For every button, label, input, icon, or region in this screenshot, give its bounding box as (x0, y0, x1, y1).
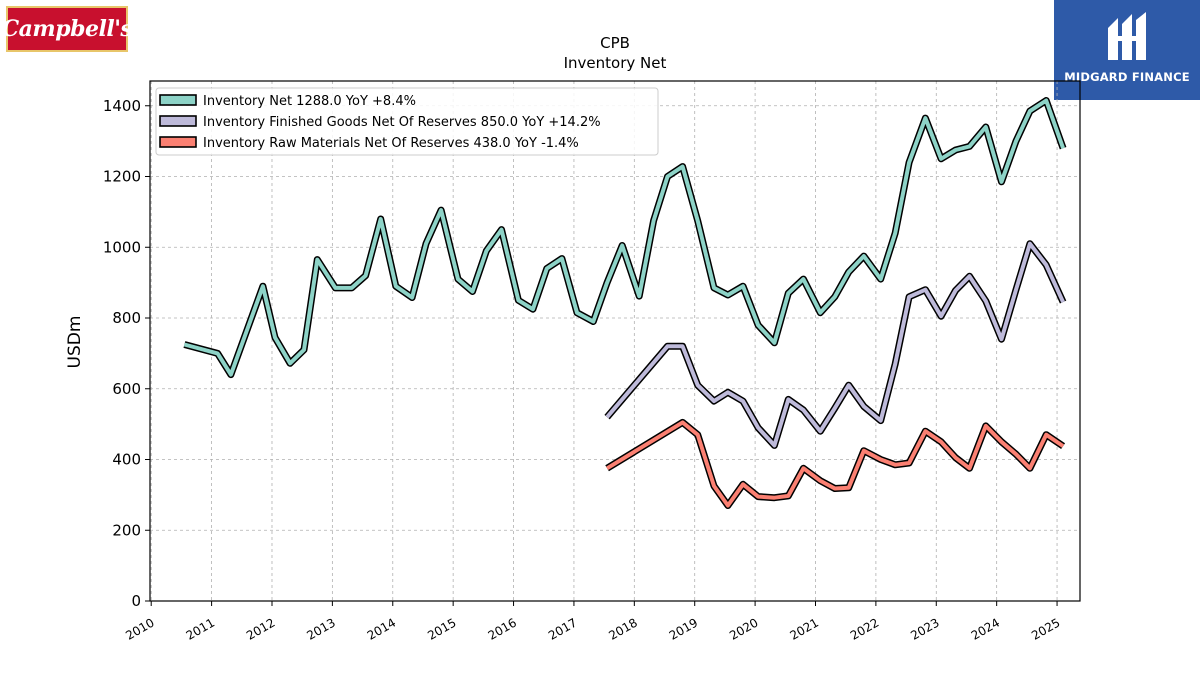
legend: Inventory Net 1288.0 YoY +8.4% Inventory … (155, 87, 659, 156)
legend-box (155, 87, 659, 156)
x-tick-label: 2024 (969, 615, 1002, 642)
axes-group: 0 200 400 600 800 1000 1200 1400 2010 2011 2012 201… (103, 97, 1063, 643)
y-axis-label: USDm (65, 316, 85, 369)
midgard-finance-brand: MIDGARD FINANCE (1064, 70, 1190, 84)
y-tick-label: 1000 (103, 238, 141, 256)
x-tick-label: 2023 (908, 615, 941, 642)
chart-title: CPB (600, 34, 630, 52)
y-tick-label: 0 (131, 592, 141, 610)
x-tick-label: 2022 (848, 615, 881, 642)
x-tick-label: 2020 (727, 615, 760, 642)
x-tick-label: 2014 (365, 615, 398, 642)
campbells-logo: Campbell's (2, 6, 133, 52)
y-tick-label: 400 (112, 451, 141, 469)
y-tick-label: 1200 (103, 168, 141, 186)
series-1 (183, 97, 1067, 379)
x-tick-label: 2021 (788, 615, 821, 642)
series-3 (605, 418, 1066, 509)
x-tick-label: 2025 (1029, 615, 1062, 642)
x-tick-label: 2018 (606, 615, 639, 642)
y-tick-label: 800 (112, 309, 141, 327)
legend-label: Inventory Net 1288.0 YoY +8.4% (203, 94, 416, 109)
legend-swatch (159, 115, 197, 127)
legend-swatch (159, 136, 197, 148)
x-tick-label: 2017 (546, 615, 579, 642)
plot-frame (149, 80, 1081, 602)
x-tick-label: 2011 (184, 615, 217, 642)
y-tick-label: 1400 (103, 97, 141, 115)
series-line (605, 241, 1065, 448)
x-tick-label: 2019 (667, 615, 700, 642)
series-line (606, 420, 1065, 508)
legend-label: Inventory Raw Materials Net Of Reserves … (203, 136, 579, 151)
x-tick-label: 2015 (425, 615, 458, 642)
y-tick-label: 600 (112, 380, 141, 398)
y-tick-label: 200 (112, 521, 141, 539)
series-2 (604, 240, 1067, 449)
legend-swatch (159, 94, 197, 106)
x-tick-label: 2016 (486, 615, 519, 642)
legend-label: Inventory Finished Goods Net Of Reserves… (203, 115, 601, 130)
x-tick-label: 2013 (304, 615, 337, 642)
campbells-logo-text: Campbell's (1, 16, 133, 42)
midgard-mark-icon (1108, 12, 1146, 60)
chart-subtitle: Inventory Net (564, 54, 667, 72)
midgard-finance-logo: MIDGARD FINANCE (1054, 0, 1200, 100)
series-group (183, 97, 1067, 509)
x-tick-label: 2012 (244, 615, 277, 642)
x-tick-label: 2010 (123, 615, 156, 642)
